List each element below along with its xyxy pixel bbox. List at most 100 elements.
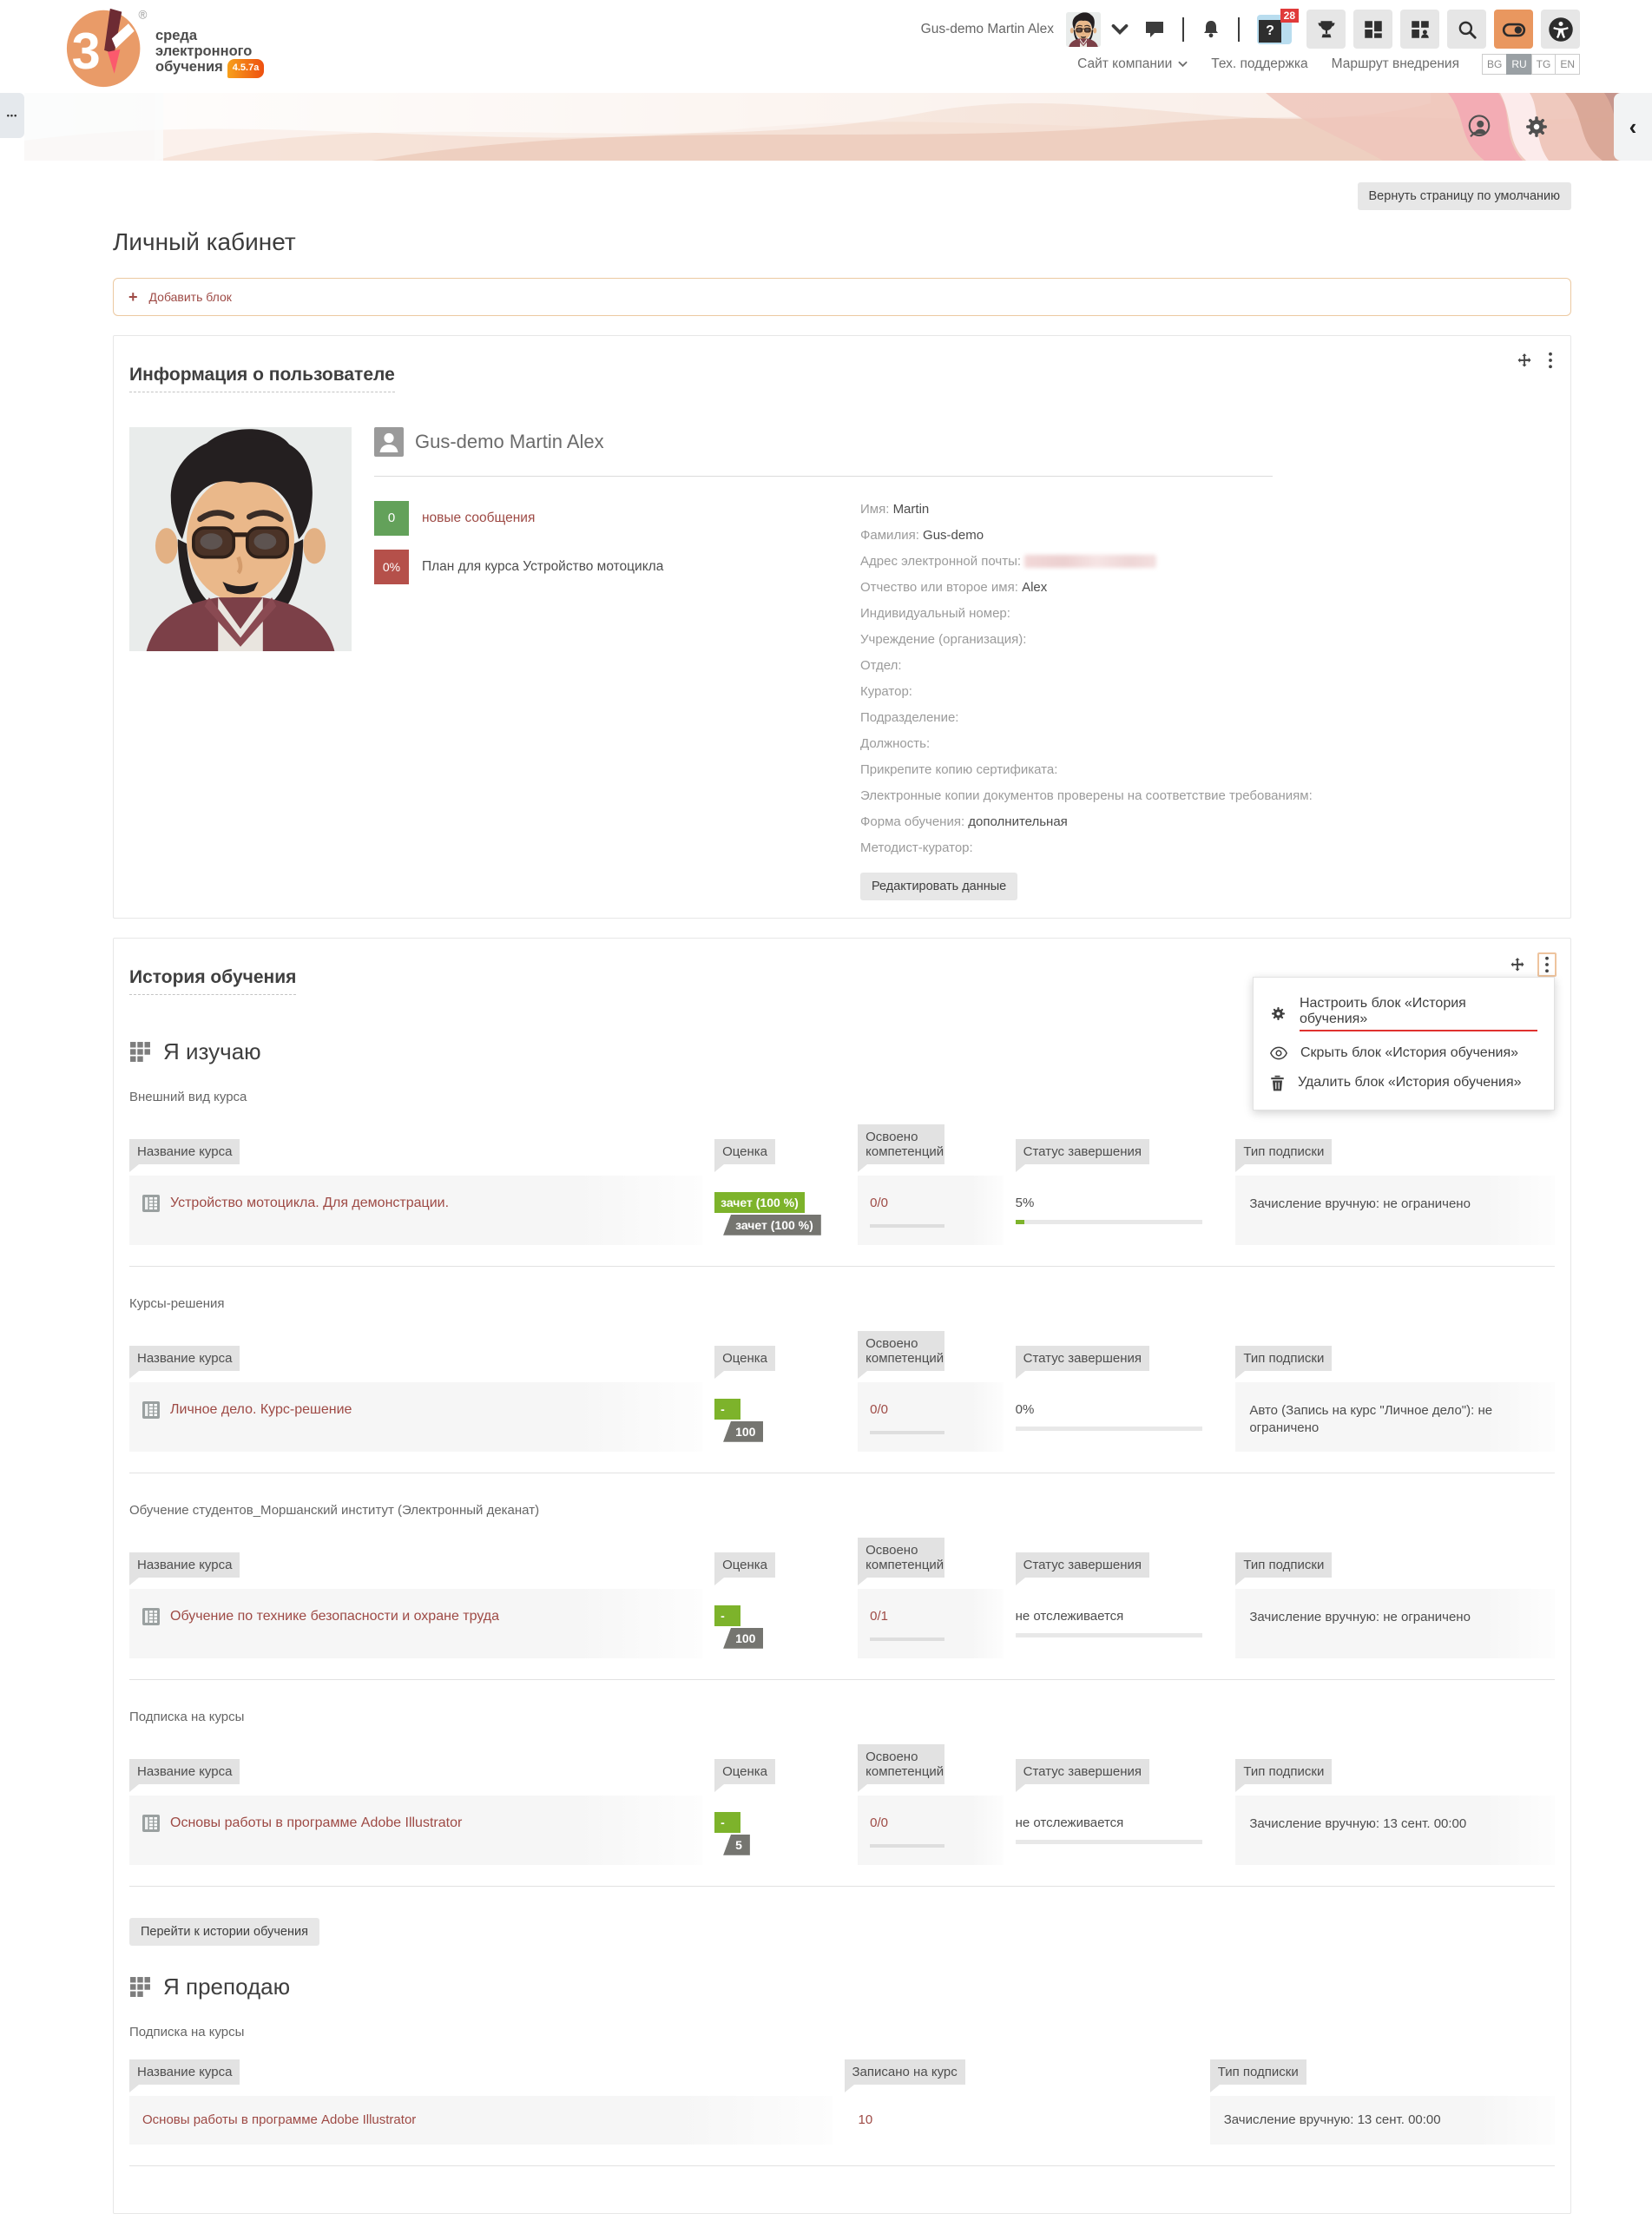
implementation-route-link[interactable]: Маршрут внедрения (1331, 56, 1459, 71)
table-header-row: Название курса Оценка Освоено компетенци… (129, 1123, 1555, 1172)
detail-row: Имя: Martin (860, 501, 930, 517)
tech-support-link[interactable]: Тех. поддержка (1211, 56, 1308, 71)
col-header-competencies: Освоено компетенций (858, 1330, 945, 1379)
course-link[interactable]: Личное дело. Курс-решение (170, 1401, 352, 1417)
current-user-name[interactable]: Gus-demo Martin Alex (920, 21, 1054, 36)
lang-en[interactable]: EN (1555, 54, 1580, 75)
main-content: Вернуть страницу по умолчанию Личный каб… (113, 182, 1571, 2214)
col-header-course: Название курса (129, 1552, 240, 1585)
messages-icon[interactable] (1139, 19, 1170, 40)
app-logo[interactable]: 3 ® среда электронного обучения 4.5.7a (63, 5, 265, 89)
menu-item-hide-block[interactable]: Скрыть блок «История обучения» (1254, 1038, 1554, 1068)
col-header-grade: Оценка (714, 1345, 776, 1379)
go-to-history-button[interactable]: Перейти к истории обучения (129, 1917, 319, 1946)
teach-group: Подписка на курсы Название курса Записан… (129, 2025, 1555, 2166)
enrolled-count-link[interactable]: 10 (858, 2112, 873, 2127)
col-header-course: Название курса (129, 2059, 240, 2092)
detail-row: Электронные копии документов проверены н… (860, 787, 1313, 803)
page-title: Личный кабинет (113, 228, 296, 255)
col-header-subscription: Тип подписки (1235, 1138, 1333, 1172)
add-block-button[interactable]: + Добавить блок (113, 278, 1571, 316)
achievements-trophy-icon[interactable] (1306, 10, 1346, 49)
user-avatar[interactable] (1066, 11, 1101, 47)
course-row: Устройство мотоцикла. Для демонстрации. … (129, 1175, 1555, 1245)
collapse-panel-chevron-left-icon[interactable]: ‹ (1614, 93, 1652, 161)
lang-tg[interactable]: TG (1530, 54, 1557, 75)
competencies-link[interactable]: 0/0 (870, 1815, 888, 1830)
plan-progress-badge: 0% (374, 549, 409, 584)
subscription-cell: Зачисление вручную: 13 сент. 00:00 (1235, 1795, 1555, 1865)
course-name-cell: Устройство мотоцикла. Для демонстрации. (129, 1175, 703, 1245)
notifications-bell-icon[interactable] (1196, 18, 1226, 41)
edit-profile-button[interactable]: Редактировать данные (860, 872, 1018, 900)
contact-person-icon[interactable] (1466, 114, 1492, 140)
detail-row: Куратор: (860, 683, 912, 699)
course-link[interactable]: Обучение по технике безопасности и охран… (170, 1608, 500, 1624)
move-block-icon[interactable] (1506, 955, 1529, 974)
block-title-user-info[interactable]: Информация о пользователе (129, 365, 395, 393)
col-header-competencies: Освоено компетенций (858, 1123, 945, 1172)
banner-waves (24, 93, 1652, 161)
email-redacted (1024, 554, 1157, 568)
block-menu-kebab-icon-active[interactable] (1537, 952, 1557, 977)
col-header-status: Статус завершения (1015, 1552, 1150, 1585)
course-table-icon (142, 1194, 160, 1212)
grade-value-badge: - (714, 1811, 741, 1833)
status-cell: не отслеживается (1015, 1796, 1224, 1865)
competencies-link[interactable]: 0/0 (870, 1195, 888, 1210)
col-header-status: Статус завершения (1015, 1345, 1150, 1379)
user-menu-cluster: Gus-demo Martin Alex ? 28 (920, 8, 1580, 49)
menu-item-configure-block[interactable]: Настроить блок «История обучения» (1254, 989, 1554, 1038)
side-drawer-handle[interactable]: ••• (0, 93, 24, 138)
new-messages-link[interactable]: новые сообщения (422, 510, 536, 525)
detail-row-email: Адрес электронной почты: (860, 553, 1555, 570)
detail-row: Должность: (860, 735, 931, 751)
teach-course-row: Основы работы в программе Adobe Illustra… (129, 2095, 1555, 2145)
menu-item-delete-block[interactable]: Удалить блок «История обучения» (1254, 1068, 1554, 1098)
competencies-link[interactable]: 0/0 (870, 1401, 888, 1417)
dashboard-grid-icon[interactable] (1353, 10, 1392, 49)
logo-line-3: обучения 4.5.7a (155, 59, 265, 78)
section-i-study: Я изучаю (129, 1038, 1555, 1065)
reset-page-button[interactable]: Вернуть страницу по умолчанию (1357, 182, 1571, 210)
lang-bg[interactable]: BG (1481, 54, 1508, 75)
competencies-cell: 0/0 (858, 1381, 1004, 1452)
search-icon[interactable] (1447, 10, 1486, 49)
course-link[interactable]: Основы работы в программе Adobe Illustra… (142, 2112, 417, 2127)
completion-progressbar (1015, 1426, 1202, 1431)
table-header-row: Название курса Оценка Освоено компетенци… (129, 1743, 1555, 1792)
grade-value-badge: зачет (100 %) (714, 1191, 805, 1213)
user-display-name: Gus-demo Martin Alex (415, 430, 604, 452)
logo-line-1: среда (155, 28, 198, 43)
user-details-list: Имя: Martin Фамилия: Gus-demo Адрес элек… (860, 501, 1555, 900)
course-name-cell: Основы работы в программе Adobe Illustra… (129, 1795, 703, 1865)
detail-row: Методист-куратор: (860, 840, 973, 855)
col-header-status: Статус завершения (1015, 1758, 1150, 1792)
subscription-cell: Авто (Запись на курс "Личное дело"): не … (1235, 1381, 1555, 1452)
move-block-icon[interactable] (1513, 351, 1536, 370)
lang-ru[interactable]: RU (1506, 54, 1532, 75)
grade-max-badge: 100 (723, 1420, 764, 1442)
theme-toggle-icon[interactable] (1494, 10, 1533, 49)
course-link[interactable]: Основы работы в программе Adobe Illustra… (170, 1815, 463, 1830)
detail-row: Учреждение (организация): (860, 631, 1027, 647)
profile-grid-icon[interactable] (1400, 10, 1439, 49)
chevron-down-icon (1178, 61, 1188, 68)
group-title: Подписка на курсы (129, 2024, 245, 2039)
block-title-history[interactable]: История обучения (129, 967, 297, 996)
course-link[interactable]: Устройство мотоцикла. Для демонстрации. (170, 1195, 450, 1210)
messages-count-badge: 0 (374, 500, 409, 536)
accessibility-icon[interactable] (1541, 10, 1580, 49)
help-guide-icon[interactable]: ? 28 (1257, 8, 1299, 44)
company-site-link[interactable]: Сайт компании (1077, 56, 1188, 72)
block-menu-kebab-icon[interactable] (1544, 350, 1557, 371)
user-menu-chevron-down-icon[interactable] (1109, 23, 1131, 36)
col-header-subscription: Тип подписки (1209, 2059, 1306, 2092)
settings-gear-icon[interactable] (1524, 114, 1550, 140)
divider (129, 1265, 1555, 1267)
language-switcher: BG RU TG EN (1481, 54, 1580, 75)
col-header-subscription: Тип подписки (1235, 1758, 1333, 1792)
block-controls (1513, 350, 1557, 371)
competencies-link[interactable]: 0/1 (870, 1608, 888, 1624)
version-badge: 4.5.7a (227, 59, 265, 78)
